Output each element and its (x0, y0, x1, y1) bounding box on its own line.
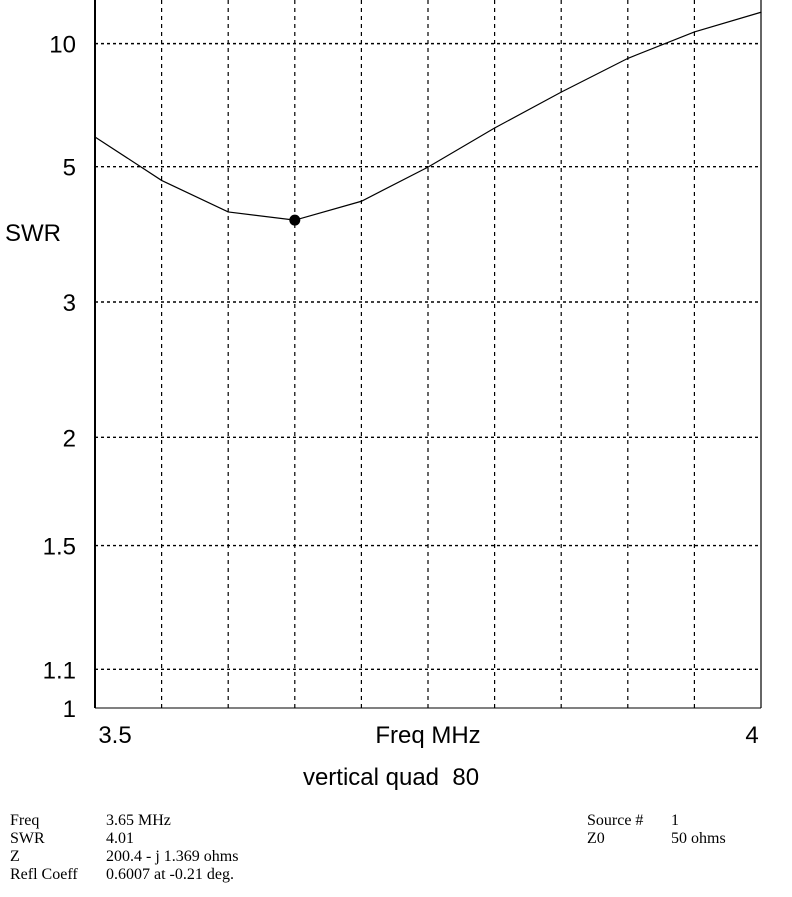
info-key: Z0 (587, 830, 605, 847)
info-value: 0.6007 at -0.21 deg. (106, 866, 234, 883)
info-value: 4.01 (106, 830, 134, 847)
data-point (627, 57, 629, 60)
info-left: Freq 3.65 MHz SWR 4.01 Z 200.4 - j 1.369 oh… (10, 812, 238, 884)
info-value: 1 (671, 812, 679, 829)
info-key: Refl Coeff (10, 866, 78, 883)
x-axis-label: Freq MHz (375, 722, 480, 749)
data-point (94, 136, 96, 138)
chart-title: vertical quad 80 (303, 764, 479, 791)
y-tick-label: 10 (49, 32, 76, 59)
info-row-refl: Refl Coeff 0.6007 at -0.21 deg. (10, 866, 238, 884)
info-row-swr: SWR 4.01 (10, 830, 238, 848)
info-key: Freq (10, 812, 40, 829)
x-tick-label-start: 3.5 (98, 722, 131, 749)
info-value: 200.4 - j 1.369 ohms (106, 848, 239, 865)
info-right: Source # 1 Z0 50 ohms (587, 812, 726, 848)
info-row-source: Source # 1 (587, 812, 726, 830)
y-tick-label: 1.1 (43, 657, 76, 684)
y-tick-label: 5 (63, 155, 76, 182)
data-point (427, 166, 429, 168)
y-tick-label: 2 (63, 425, 76, 452)
info-row-freq: Freq 3.65 MHz (10, 812, 238, 830)
info-key: SWR (10, 830, 45, 847)
data-point (161, 179, 163, 182)
data-point (560, 91, 562, 93)
axes (94, 0, 762, 709)
data-point (360, 200, 362, 202)
data-point (693, 31, 696, 33)
info-key: Z (10, 848, 20, 865)
y-axis-label: SWR (5, 220, 61, 247)
info-key: Source # (587, 812, 644, 829)
y-tick-label: 3 (63, 290, 76, 317)
info-value: 3.65 MHz (106, 812, 171, 829)
x-tick-label-end: 4 (745, 722, 758, 749)
series (94, 11, 762, 226)
data-point (494, 127, 496, 129)
info-row-z: Z 200.4 - j 1.369 ohms (10, 848, 238, 866)
data-point (760, 11, 762, 13)
y-tick-labels: 10 5 3 2 1.5 1.1 1 (43, 32, 76, 723)
cursor-marker (289, 214, 301, 226)
info-row-z0: Z0 50 ohms (587, 830, 726, 848)
y-tick-label: 1.5 (43, 534, 76, 561)
y-tick-label: 1 (63, 696, 76, 723)
data-point (227, 211, 229, 213)
grid (95, 0, 761, 708)
info-value: 50 ohms (671, 830, 726, 847)
